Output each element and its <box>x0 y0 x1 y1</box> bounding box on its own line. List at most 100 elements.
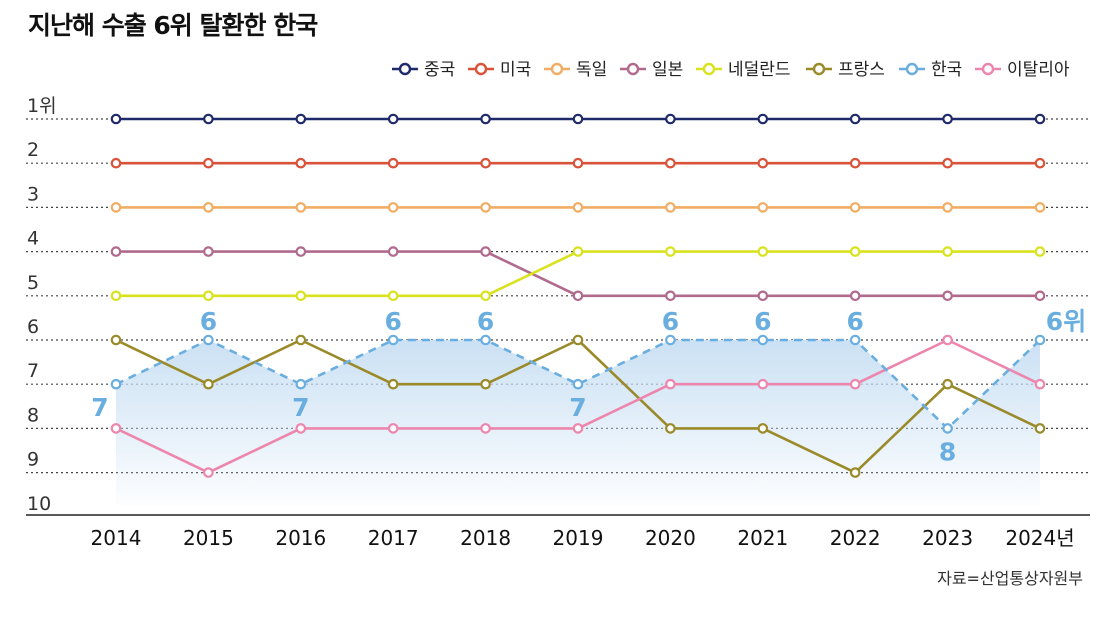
data-point-미국 <box>572 157 584 169</box>
legend-label: 일본 <box>652 60 683 80</box>
data-point-네덜란드 <box>757 246 769 257</box>
data-point-한국 <box>110 378 122 390</box>
data-point-독일 <box>110 202 122 213</box>
data-point-한국 <box>757 334 769 346</box>
y-tick-label: 7 <box>27 360 39 382</box>
data-point-이탈리아 <box>942 334 953 346</box>
data-point-미국 <box>757 157 769 169</box>
korea-rank-labels: 7 6 7 6 6 7 6 6 6 8 6위 <box>91 307 1086 466</box>
data-point-일본 <box>1034 290 1046 302</box>
data-point-일본 <box>757 290 769 302</box>
legend-swatch-marker <box>474 62 488 76</box>
legend-swatch-marker <box>398 62 412 76</box>
data-point-미국 <box>295 157 307 169</box>
data-point-미국 <box>480 157 491 169</box>
data-point-네덜란드 <box>295 290 307 302</box>
data-point-일본 <box>849 290 861 302</box>
y-tick-label: 9 <box>27 449 39 471</box>
data-point-네덜란드 <box>942 246 953 257</box>
legend-swatch-marker <box>626 62 640 76</box>
data-point-일본 <box>295 246 307 257</box>
korea-rank-label: 6 <box>477 307 494 336</box>
legend-label: 이탈리아 <box>1007 60 1070 80</box>
data-point-네덜란드 <box>110 290 122 302</box>
x-tick-label: 2024년 <box>1005 526 1074 550</box>
data-point-독일 <box>665 202 676 213</box>
x-tick-label: 2019 <box>553 526 604 550</box>
data-point-일본 <box>480 246 491 257</box>
data-point-이탈리아 <box>387 423 399 434</box>
data-point-미국 <box>665 157 676 169</box>
data-point-독일 <box>203 202 214 213</box>
y-tick-label: 4 <box>27 228 39 250</box>
data-point-일본 <box>665 290 676 302</box>
korea-rank-label: 7 <box>91 393 108 422</box>
korea-rank-label: 7 <box>569 393 586 422</box>
korea-area-fill <box>116 340 1040 505</box>
data-point-프랑스 <box>203 378 214 390</box>
y-tick-label: 1위 <box>27 95 57 117</box>
x-tick-label: 2021 <box>737 526 788 550</box>
y-tick-label: 5 <box>27 272 39 294</box>
x-tick-label: 2015 <box>183 526 234 550</box>
data-point-한국 <box>387 334 399 346</box>
data-point-중국 <box>387 113 399 125</box>
data-point-한국 <box>295 378 307 390</box>
data-point-프랑스 <box>757 423 769 434</box>
data-point-미국 <box>203 157 214 169</box>
data-point-프랑스 <box>572 334 584 346</box>
series-line-한국 <box>115 338 1041 430</box>
data-point-중국 <box>203 113 214 125</box>
data-point-미국 <box>849 157 861 169</box>
korea-rank-label: 6 <box>846 307 863 336</box>
legend-label: 프랑스 <box>838 60 885 80</box>
korea-rank-label: 6 <box>200 307 217 336</box>
data-point-미국 <box>1034 157 1046 169</box>
data-point-이탈리아 <box>203 467 214 478</box>
data-point-프랑스 <box>849 467 861 478</box>
x-tick-label: 2023 <box>922 526 973 550</box>
data-point-중국 <box>942 113 953 125</box>
x-tick-label: 2017 <box>368 526 419 550</box>
data-point-일본 <box>387 246 399 257</box>
data-point-한국 <box>572 378 584 390</box>
data-point-이탈리아 <box>295 423 307 434</box>
data-point-일본 <box>572 290 584 302</box>
legend-label: 중국 <box>424 60 455 80</box>
data-point-네덜란드 <box>480 290 491 302</box>
korea-rank-label: 6 <box>754 307 771 336</box>
data-point-네덜란드 <box>203 290 214 302</box>
data-point-한국 <box>1034 334 1046 346</box>
data-point-이탈리아 <box>480 423 491 434</box>
x-tick-label: 2022 <box>830 526 881 550</box>
data-point-네덜란드 <box>665 246 676 257</box>
legend-swatch-marker <box>981 62 995 76</box>
x-axis-ticks: 2014 2015 2016 2017 2018 2019 2020 2021 2022 2023… <box>91 526 1075 550</box>
y-tick-label: 6 <box>27 316 39 338</box>
data-point-중국 <box>665 113 676 125</box>
data-point-일본 <box>203 246 214 257</box>
data-point-한국 <box>480 334 491 346</box>
legend-label: 독일 <box>576 60 607 80</box>
data-point-이탈리아 <box>110 423 122 434</box>
data-point-중국 <box>1034 113 1046 125</box>
data-point-미국 <box>110 157 122 169</box>
chart-title: 지난해 수출 6위 탈환한 한국 <box>28 11 318 40</box>
data-point-프랑스 <box>295 334 307 346</box>
data-point-독일 <box>480 202 491 213</box>
korea-rank-label: 6 <box>384 307 401 336</box>
data-point-독일 <box>757 202 769 213</box>
y-tick-label: 2 <box>27 139 39 161</box>
y-tick-label: 10 <box>27 493 51 515</box>
legend-swatch-marker <box>702 62 716 76</box>
data-point-네덜란드 <box>387 290 399 302</box>
data-point-프랑스 <box>1034 423 1046 434</box>
x-tick-label: 2016 <box>275 526 326 550</box>
legend-swatch-marker <box>812 62 826 76</box>
data-point-네덜란드 <box>1034 246 1046 257</box>
data-point-중국 <box>849 113 861 125</box>
source-note: 자료=산업통상자원부 <box>937 569 1083 588</box>
data-point-중국 <box>110 113 122 125</box>
legend-label: 미국 <box>500 60 531 80</box>
data-point-독일 <box>942 202 953 213</box>
